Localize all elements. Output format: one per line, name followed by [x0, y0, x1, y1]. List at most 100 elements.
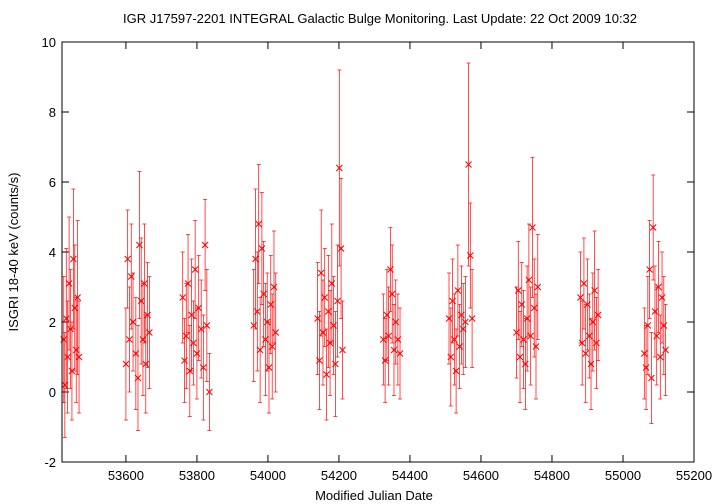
marker-stroke [516, 353, 524, 361]
marker-stroke [385, 332, 393, 340]
data-point-marker [335, 164, 343, 172]
data-point-marker [334, 297, 341, 305]
y-tick-label: 4 [49, 245, 56, 260]
data-point-marker [67, 325, 74, 333]
marker-stroke [332, 360, 339, 368]
data-point-marker [61, 381, 69, 389]
data-point-marker [648, 374, 655, 382]
marker-stroke [649, 224, 657, 231]
data-point-marker [122, 360, 130, 368]
data-point-marker [653, 332, 661, 340]
marker-stroke [272, 329, 280, 336]
marker-stroke [452, 367, 460, 375]
marker-stroke [134, 374, 142, 382]
data-point-marker [267, 301, 275, 308]
marker-stroke [334, 297, 341, 305]
data-point-marker [461, 318, 469, 326]
data-point-marker [134, 374, 142, 382]
data-point-marker [199, 364, 207, 371]
marker-stroke [591, 287, 598, 294]
marker-stroke [465, 161, 472, 168]
marker-stroke [67, 325, 74, 333]
data-point-marker [68, 367, 76, 375]
marker-stroke [74, 294, 81, 301]
marker-stroke [139, 336, 147, 343]
data-point-marker [527, 332, 535, 340]
marker-stroke [594, 311, 602, 319]
marker-stroke [527, 332, 535, 340]
chart-title: IGR J17597-2201 INTEGRAL Galactic Bulge … [123, 11, 637, 26]
marker-stroke [577, 294, 584, 301]
data-point-marker [62, 315, 70, 322]
marker-stroke [337, 245, 345, 252]
y-tick-label: 0 [49, 385, 56, 400]
data-point-marker [388, 290, 396, 298]
plot-frame [61, 41, 695, 463]
marker-stroke [62, 315, 70, 322]
data-point-marker [534, 283, 542, 291]
y-tick-label: 6 [49, 175, 56, 190]
marker-stroke [65, 280, 73, 287]
marker-stroke [534, 283, 542, 291]
data-point-marker [577, 294, 584, 301]
data-point-marker [655, 283, 662, 291]
marker-stroke [70, 255, 77, 263]
data-point-marker [591, 287, 598, 294]
x-tick-label: 54000 [250, 468, 286, 483]
marker-stroke [525, 276, 533, 284]
marker-stroke [122, 360, 130, 368]
data-point-marker [64, 353, 72, 361]
marker-stroke [316, 357, 323, 364]
data-point-marker [332, 360, 339, 368]
data-point-marker [323, 371, 330, 378]
y-tick-label: -2 [44, 455, 56, 470]
data-point-marker [141, 280, 148, 287]
marker-stroke [205, 388, 213, 396]
data-point-marker [253, 308, 261, 315]
marker-stroke [267, 301, 275, 308]
marker-stroke [529, 224, 536, 231]
x-tick-label: 54800 [534, 468, 570, 483]
data-point-marker [268, 343, 276, 350]
data-point-marker [529, 224, 536, 231]
marker-stroke [126, 336, 133, 343]
marker-stroke [255, 220, 263, 228]
x-tick-label: 54400 [392, 468, 428, 483]
marker-stroke [68, 367, 76, 375]
data-point-marker [465, 161, 472, 168]
x-tick-label: 54600 [463, 468, 499, 483]
data-point-marker [339, 346, 346, 354]
data-point-marker [525, 276, 533, 284]
marker-stroke [321, 294, 329, 301]
y-axis-label: ISGRI 18-40 keV (counts/s) [6, 173, 21, 332]
marker-stroke [532, 343, 540, 350]
data-point-marker [580, 280, 588, 287]
marker-stroke [468, 315, 476, 322]
data-point-marker [662, 346, 669, 354]
marker-stroke [129, 318, 137, 326]
marker-stroke [253, 308, 261, 315]
marker-stroke [578, 339, 586, 347]
data-point-marker [129, 318, 137, 326]
data-point-marker [337, 245, 345, 252]
marker-stroke [182, 332, 190, 340]
data-point-marker [182, 332, 190, 340]
marker-stroke [141, 280, 148, 287]
data-point-marker [71, 304, 79, 312]
data-point-marker [203, 322, 211, 329]
data-point-marker [316, 357, 323, 364]
data-point-marker [582, 350, 590, 357]
axis-ticks: -2 0 2 4 6 8 10 53600 53800 54000 54200 54400 54600 5… [42, 35, 713, 483]
data-point-marker [468, 315, 476, 322]
x-tick-label: 53600 [108, 468, 144, 483]
y-tick-label: 2 [49, 315, 56, 330]
marker-stroke [454, 287, 462, 294]
marker-stroke [256, 346, 264, 354]
y-tick-label: 10 [42, 35, 56, 50]
marker-stroke [396, 350, 404, 357]
marker-stroke [580, 280, 588, 287]
data-point-marker [385, 332, 393, 340]
marker-stroke [145, 329, 153, 336]
marker-stroke [75, 353, 83, 361]
